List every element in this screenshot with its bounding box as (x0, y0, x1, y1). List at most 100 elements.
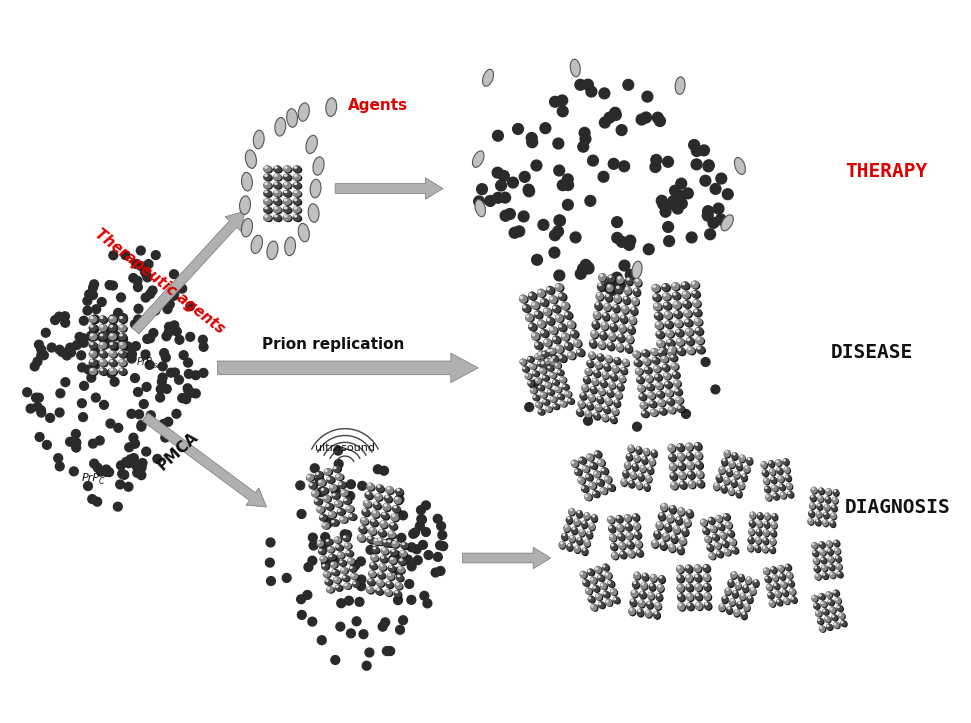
Ellipse shape (583, 580, 586, 583)
Ellipse shape (586, 412, 592, 419)
Ellipse shape (323, 496, 326, 499)
Ellipse shape (819, 593, 825, 600)
Ellipse shape (675, 380, 682, 388)
Ellipse shape (616, 343, 623, 351)
Circle shape (608, 158, 619, 169)
Circle shape (66, 437, 75, 446)
Ellipse shape (595, 302, 599, 305)
Ellipse shape (294, 166, 302, 174)
Ellipse shape (828, 549, 834, 556)
Ellipse shape (827, 599, 834, 606)
Ellipse shape (642, 582, 645, 586)
Circle shape (114, 424, 122, 432)
Ellipse shape (726, 588, 729, 591)
Ellipse shape (634, 531, 642, 539)
Ellipse shape (729, 598, 736, 606)
Circle shape (433, 552, 442, 561)
Ellipse shape (617, 515, 619, 519)
Ellipse shape (670, 505, 674, 509)
Ellipse shape (727, 531, 731, 534)
Circle shape (170, 270, 179, 278)
Ellipse shape (814, 565, 820, 573)
Circle shape (32, 393, 41, 402)
Ellipse shape (677, 338, 681, 342)
Ellipse shape (616, 286, 623, 295)
Ellipse shape (566, 343, 574, 351)
Ellipse shape (622, 360, 630, 367)
Ellipse shape (659, 542, 667, 550)
Ellipse shape (684, 310, 687, 313)
Ellipse shape (838, 572, 844, 578)
Ellipse shape (654, 612, 661, 620)
Ellipse shape (545, 382, 548, 385)
Ellipse shape (581, 485, 588, 492)
Ellipse shape (652, 541, 659, 549)
Ellipse shape (678, 584, 681, 588)
Ellipse shape (732, 547, 735, 550)
Ellipse shape (367, 536, 375, 544)
Ellipse shape (827, 542, 833, 548)
Circle shape (346, 492, 354, 500)
Circle shape (111, 342, 119, 351)
Ellipse shape (696, 346, 705, 354)
Ellipse shape (747, 597, 753, 604)
Circle shape (411, 528, 419, 537)
Circle shape (97, 333, 106, 341)
Ellipse shape (374, 539, 378, 542)
Ellipse shape (620, 315, 624, 319)
Ellipse shape (830, 521, 833, 523)
Circle shape (61, 378, 70, 387)
Ellipse shape (734, 610, 741, 617)
Circle shape (296, 481, 305, 489)
Ellipse shape (283, 174, 291, 181)
Circle shape (703, 206, 714, 217)
Circle shape (585, 195, 596, 206)
Ellipse shape (264, 207, 268, 210)
Ellipse shape (541, 368, 548, 375)
Ellipse shape (550, 396, 556, 403)
Ellipse shape (352, 574, 354, 576)
Circle shape (83, 296, 92, 305)
Ellipse shape (774, 583, 777, 586)
Circle shape (114, 502, 122, 511)
Ellipse shape (568, 399, 571, 401)
Circle shape (374, 465, 383, 474)
Ellipse shape (341, 490, 345, 493)
Ellipse shape (677, 546, 685, 554)
Ellipse shape (744, 585, 747, 588)
Ellipse shape (578, 537, 581, 540)
Ellipse shape (679, 594, 686, 602)
Ellipse shape (578, 401, 586, 408)
Ellipse shape (678, 594, 682, 597)
Ellipse shape (825, 497, 831, 504)
Ellipse shape (640, 466, 647, 474)
Ellipse shape (662, 292, 671, 301)
Ellipse shape (832, 615, 834, 617)
Ellipse shape (665, 321, 669, 324)
Circle shape (53, 454, 62, 463)
Ellipse shape (649, 467, 652, 470)
Ellipse shape (359, 527, 368, 534)
Circle shape (106, 419, 115, 428)
Circle shape (578, 263, 588, 274)
Circle shape (132, 461, 141, 470)
Ellipse shape (591, 604, 598, 612)
Ellipse shape (773, 486, 779, 492)
Ellipse shape (314, 498, 322, 505)
Ellipse shape (332, 492, 340, 500)
Ellipse shape (678, 348, 682, 351)
Ellipse shape (390, 523, 394, 526)
FancyArrow shape (335, 178, 443, 200)
Ellipse shape (728, 487, 735, 495)
Ellipse shape (608, 343, 616, 351)
Ellipse shape (831, 513, 834, 515)
Ellipse shape (753, 580, 756, 583)
Ellipse shape (676, 565, 684, 573)
Circle shape (48, 343, 56, 352)
Ellipse shape (545, 309, 552, 317)
Ellipse shape (573, 339, 582, 348)
Ellipse shape (263, 206, 272, 213)
Ellipse shape (293, 166, 297, 169)
Circle shape (676, 179, 686, 189)
Ellipse shape (644, 359, 647, 362)
